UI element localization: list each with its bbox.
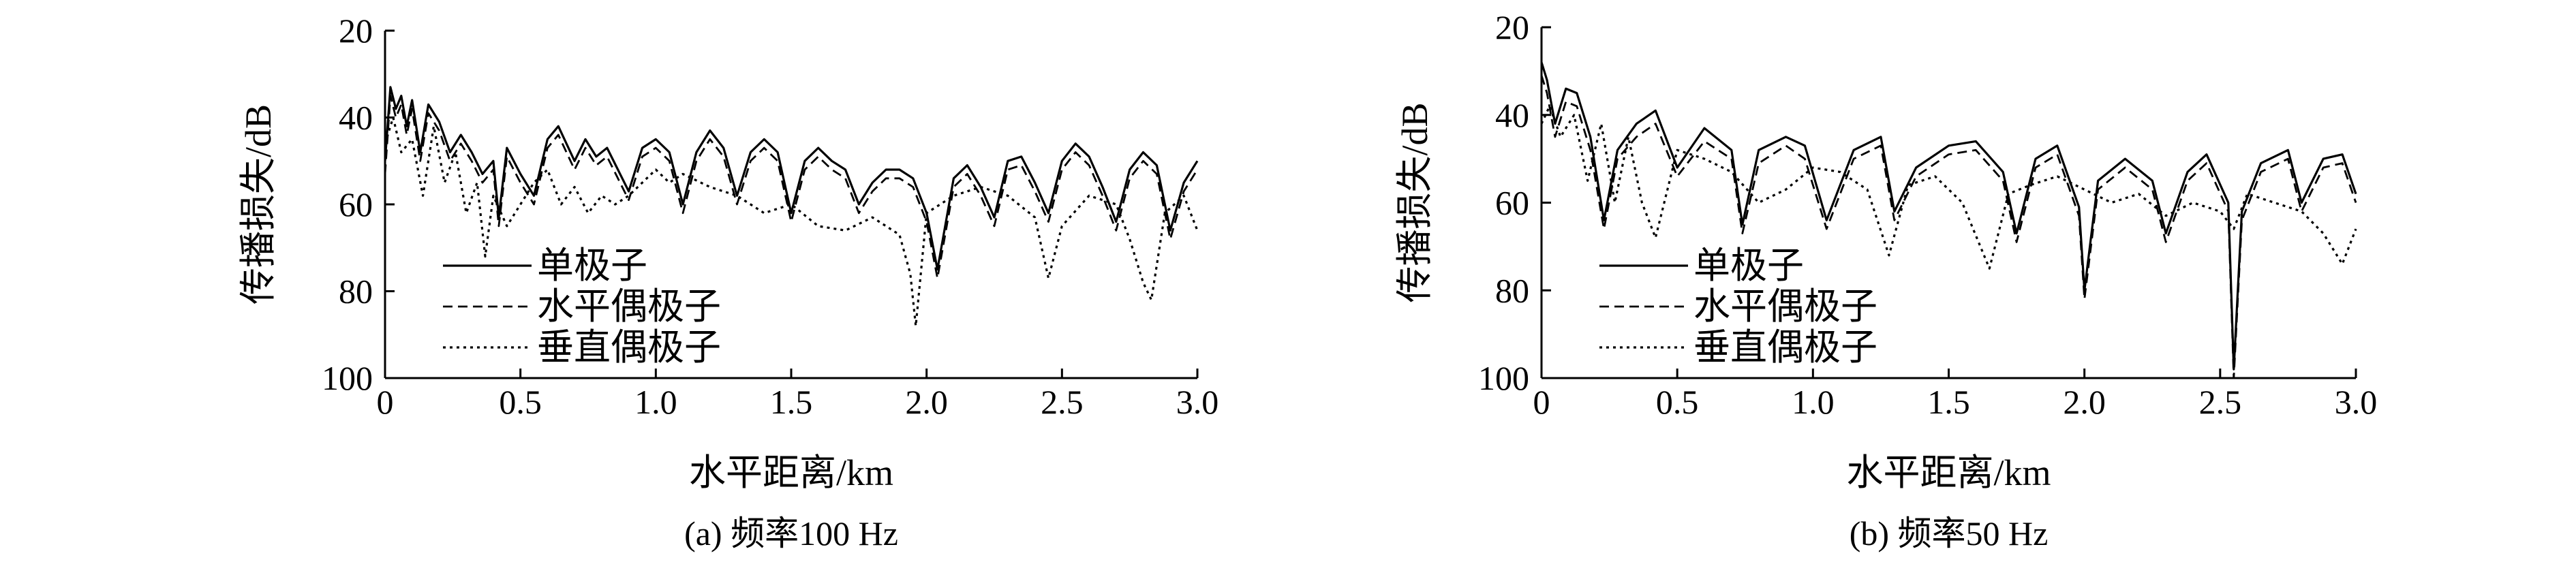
y-tick-label: 100 xyxy=(1478,359,1529,397)
series-line-dashed xyxy=(1542,75,2357,379)
chart-caption: (a) 频率100 Hz xyxy=(684,514,898,552)
x-tick-label: 1.0 xyxy=(1792,383,1835,421)
y-tick-label: 100 xyxy=(322,359,373,397)
x-tick-label: 0.5 xyxy=(1656,383,1699,421)
series-line-solid xyxy=(1542,62,2357,371)
x-tick-label: 0 xyxy=(1533,383,1550,421)
legend-label: 单极子 xyxy=(537,245,647,286)
legend-label: 单极子 xyxy=(1693,245,1804,286)
x-tick-label: 2.5 xyxy=(2199,383,2242,421)
x-axis-label: 水平距离/km xyxy=(689,452,893,493)
series-line-dashed xyxy=(385,95,1199,279)
y-tick-label: 60 xyxy=(1495,184,1529,222)
y-axis-label: 传播损失/dB xyxy=(1394,102,1435,302)
x-tick-label: 3.0 xyxy=(1176,383,1219,421)
y-tick-label: 40 xyxy=(339,99,373,137)
x-tick-label: 3.0 xyxy=(2335,383,2378,421)
y-tick-label: 80 xyxy=(339,272,373,311)
x-tick-label: 1.5 xyxy=(1927,383,1970,421)
x-tick-label: 0.5 xyxy=(499,383,542,421)
x-axis-label: 水平距离/km xyxy=(1846,452,2051,493)
x-tick-label: 2.0 xyxy=(2063,383,2106,421)
y-tick-label: 40 xyxy=(1495,96,1529,134)
x-tick-label: 2.0 xyxy=(905,383,948,421)
y-tick-label: 60 xyxy=(339,185,373,223)
y-axis-label: 传播损失/dB xyxy=(238,104,279,305)
chart-caption: (b) 频率50 Hz xyxy=(1850,514,2049,552)
legend-label: 垂直偶极子 xyxy=(1693,327,1877,368)
x-tick-label: 1.0 xyxy=(634,383,677,421)
legend-label: 水平偶极子 xyxy=(1693,286,1877,327)
legend-label: 水平偶极子 xyxy=(537,286,721,327)
legend-label: 垂直偶极子 xyxy=(537,327,721,368)
y-tick-label: 20 xyxy=(339,12,373,50)
x-tick-label: 0 xyxy=(377,383,394,421)
x-tick-label: 1.5 xyxy=(770,383,813,421)
series-line-solid xyxy=(385,86,1199,271)
y-tick-label: 20 xyxy=(1495,8,1529,46)
x-tick-label: 2.5 xyxy=(1041,383,1084,421)
y-tick-label: 80 xyxy=(1495,271,1529,309)
series-line-dotted xyxy=(385,116,1199,328)
